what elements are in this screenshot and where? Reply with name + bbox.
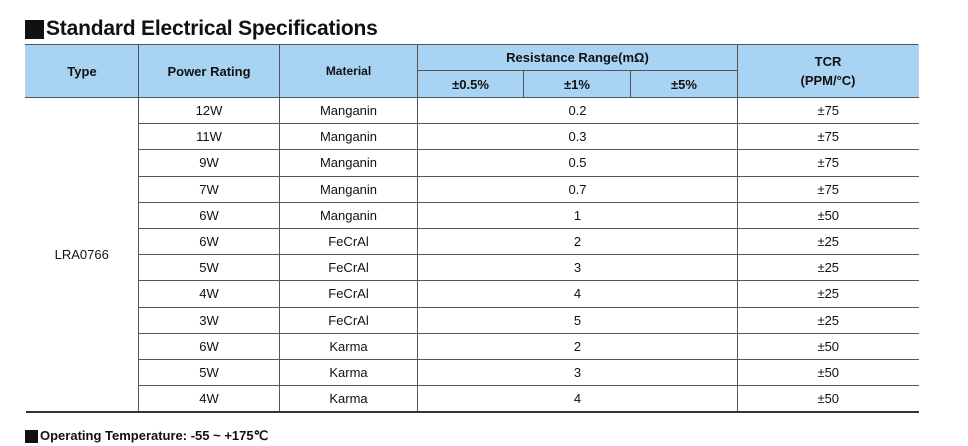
resistance-cell: 0.7 xyxy=(417,176,738,203)
power-rating-cell: 5W xyxy=(138,254,280,282)
table-row: 5W FeCrAl 3 ±25 xyxy=(26,254,919,282)
tcr-cell: ±50 xyxy=(737,359,919,387)
header-tolerance-0-5: ±0.5% xyxy=(417,70,524,98)
resistance-cell: 0.2 xyxy=(417,97,738,125)
table-row: LRA0766 12W Manganin 0.2 ±75 xyxy=(25,97,919,414)
resistance-cell: 0.3 xyxy=(417,123,738,151)
header-material: Material xyxy=(279,44,418,98)
material-cell: Karma xyxy=(279,333,418,360)
table-row: 9W Manganin 0.5 ±75 xyxy=(26,149,919,177)
resistance-cell: 3 xyxy=(417,254,738,282)
material-cell: FeCrAl xyxy=(279,254,418,282)
power-rating-cell: 6W xyxy=(138,228,280,256)
power-rating-cell: 11W xyxy=(138,123,280,151)
header-tcr-line2: (PPM/°C) xyxy=(800,73,856,88)
tcr-cell: ±25 xyxy=(737,228,919,256)
tcr-cell: ±25 xyxy=(737,254,919,282)
header-tolerance-1: ±1% xyxy=(523,70,631,98)
operating-temperature-text: Operating Temperature: -55 ~ +175℃ xyxy=(40,428,269,443)
material-cell: Manganin xyxy=(279,202,418,229)
tcr-cell: ±50 xyxy=(737,202,919,229)
power-rating-cell: 6W xyxy=(138,333,280,360)
power-rating-cell: 7W xyxy=(138,176,280,203)
table-row: 7W Manganin 0.7 ±75 xyxy=(26,176,919,203)
table-row: 6W Manganin 1 ±50 xyxy=(26,202,919,229)
header-tcr: TCR (PPM/°C) xyxy=(737,44,919,98)
tcr-cell: ±75 xyxy=(737,176,919,203)
resistance-cell: 4 xyxy=(417,280,738,308)
material-cell: Karma xyxy=(279,385,418,414)
table-row: 3W FeCrAl 5 ±25 xyxy=(26,307,919,334)
header-tolerance-5: ±5% xyxy=(630,70,738,98)
spec-table: Type Power Rating Material Resistance Ra… xyxy=(25,44,919,414)
table-row: 11W Manganin 0.3 ±75 xyxy=(26,123,919,151)
resistance-cell: 1 xyxy=(417,202,738,229)
tcr-cell: ±25 xyxy=(737,280,919,308)
resistance-cell: 2 xyxy=(417,228,738,256)
material-cell: Manganin xyxy=(279,176,418,203)
power-rating-cell: 3W xyxy=(138,307,280,334)
table-row: 4W FeCrAl 4 ±25 xyxy=(26,280,919,308)
material-cell: FeCrAl xyxy=(279,280,418,308)
resistance-cell: 2 xyxy=(417,333,738,360)
tcr-cell: ±50 xyxy=(737,385,919,414)
power-rating-cell: 4W xyxy=(138,385,280,414)
resistance-cell: 0.5 xyxy=(417,149,738,177)
power-rating-cell: 6W xyxy=(138,202,280,229)
header-power-rating: Power Rating xyxy=(138,44,280,98)
square-bullet-icon xyxy=(25,429,38,443)
resistance-cell: 4 xyxy=(417,385,738,414)
power-rating-cell: 9W xyxy=(138,149,280,177)
table-row: 6W FeCrAl 2 ±25 xyxy=(26,228,919,256)
square-bullet-icon xyxy=(25,19,44,39)
header-resistance-range: Resistance Range(mΩ) xyxy=(417,44,738,71)
material-cell: FeCrAl xyxy=(279,307,418,334)
table-row: 6W Karma 2 ±50 xyxy=(26,333,919,360)
power-rating-cell: 5W xyxy=(138,359,280,387)
power-rating-cell: 4W xyxy=(138,280,280,308)
resistance-cell: 5 xyxy=(417,307,738,334)
material-cell: Manganin xyxy=(279,149,418,177)
resistance-cell: 3 xyxy=(417,359,738,387)
tcr-cell: ±50 xyxy=(737,333,919,360)
operating-temperature-note: Operating Temperature: -55 ~ +175℃ xyxy=(25,428,268,444)
table-row: 5W Karma 3 ±50 xyxy=(26,359,919,387)
spec-table-body: LRA0766 12W Manganin 0.2 ±75 11W Manganin 0.3 ±7… xyxy=(25,97,919,414)
power-rating-cell: 12W xyxy=(138,97,280,125)
tcr-cell: ±75 xyxy=(737,97,919,125)
section-title: Standard Electrical Specifications xyxy=(25,16,378,42)
table-row: 4W Karma 4 ±50 xyxy=(26,385,919,414)
tcr-cell: ±75 xyxy=(737,123,919,151)
header-tcr-line1: TCR xyxy=(814,54,842,69)
material-cell: Manganin xyxy=(279,123,418,151)
material-cell: Manganin xyxy=(279,97,418,125)
tcr-cell: ±75 xyxy=(737,149,919,177)
material-cell: Karma xyxy=(279,359,418,387)
material-cell: FeCrAl xyxy=(279,228,418,256)
tcr-cell: ±25 xyxy=(737,307,919,334)
section-title-text: Standard Electrical Specifications xyxy=(46,17,378,40)
type-cell: LRA0766 xyxy=(25,97,139,414)
header-type: Type xyxy=(25,44,139,98)
